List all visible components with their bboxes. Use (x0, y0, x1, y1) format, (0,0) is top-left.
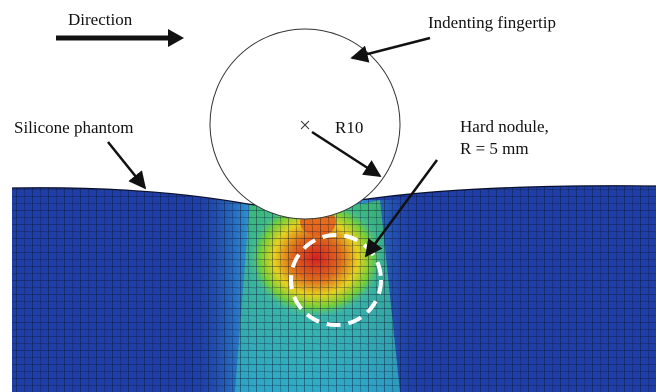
fingertip-leader-arrow (350, 36, 431, 63)
indenting-fingertip (209, 28, 401, 220)
fingertip-center-mark (300, 120, 310, 130)
fingertip-label: Indenting fingertip (428, 13, 556, 32)
nodule-label-line2: R = 5 mm (460, 139, 529, 158)
phantom-label: Silicone phantom (14, 118, 133, 137)
direction-arrow-head (168, 29, 184, 47)
radius-arrow (311, 130, 382, 178)
hard-nodule-outline (289, 233, 383, 327)
nodule-leader-arrow (364, 159, 439, 258)
radius-label: R10 (335, 118, 363, 137)
fe-mesh (12, 185, 656, 392)
direction-label: Direction (68, 10, 133, 29)
nodule-label-line1: Hard nodule, (460, 117, 549, 136)
silicone-phantom-body (12, 185, 656, 392)
phantom-leader-arrow (107, 141, 147, 190)
